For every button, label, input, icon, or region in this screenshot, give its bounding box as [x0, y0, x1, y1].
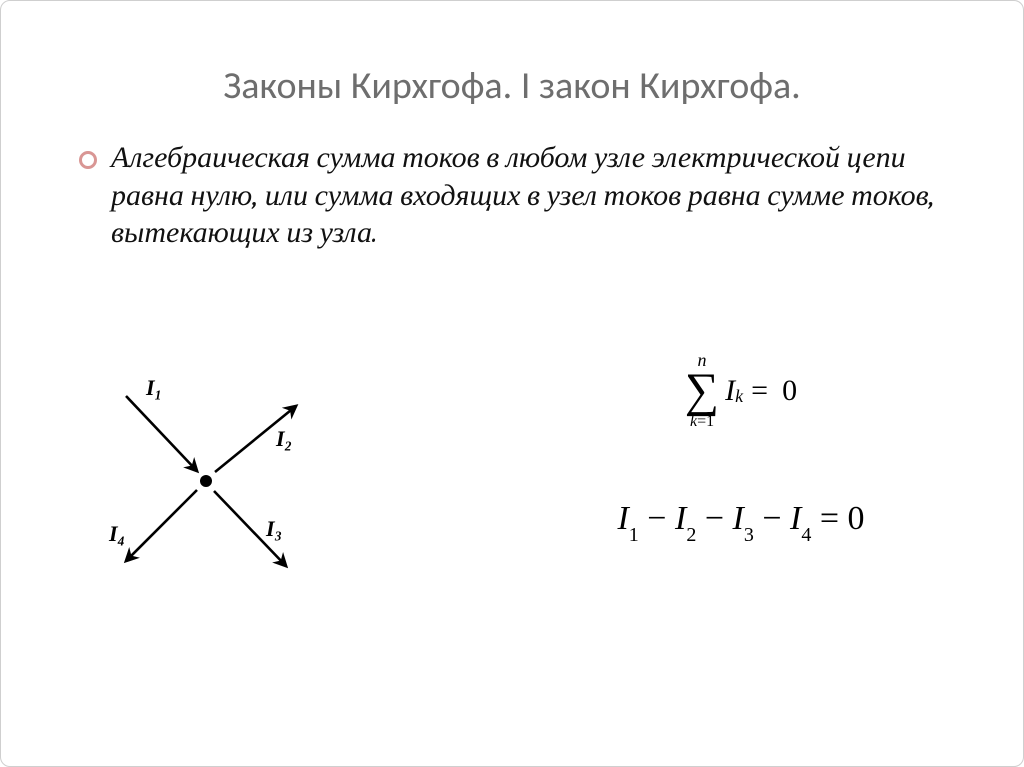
- arrow-i4: [126, 490, 197, 561]
- sum-eq: =: [751, 374, 768, 408]
- sum-rhs: 0: [782, 374, 797, 408]
- formula-expanded: I1 − I2 − I3 − I4 = 0: [531, 500, 951, 543]
- label-i1: I₁: [145, 375, 162, 400]
- slide-title: Законы Кирхгофа. I закон Кирхгофа.: [51, 63, 973, 109]
- bullet-row: Алгебраическая сумма токов в любом узле …: [79, 139, 973, 252]
- bullet-text: Алгебраическая сумма токов в любом узле …: [111, 139, 973, 252]
- sigma-icon: ∑: [685, 369, 719, 412]
- bullet-dot-icon: [79, 151, 97, 169]
- formula-sum: n ∑ k=1 I k = 0: [531, 351, 951, 430]
- sum-term-base: I: [725, 374, 735, 408]
- label-i3: I₃: [265, 516, 282, 541]
- sum-term-sub: k: [735, 386, 743, 407]
- body-area: Алгебраическая сумма токов в любом узле …: [51, 139, 973, 252]
- arrow-i1: [126, 396, 197, 471]
- slide-frame: Законы Кирхгофа. I закон Кирхгофа. Алгеб…: [0, 0, 1024, 767]
- center-node: [200, 475, 212, 487]
- formula-area: n ∑ k=1 I k = 0 I1 − I2 − I3 − I4 = 0: [531, 351, 951, 543]
- node-diagram: I₁ I₂ I₃ I₄: [91, 371, 321, 591]
- label-i2: I₂: [275, 426, 292, 451]
- sum-lower: k=1: [690, 414, 714, 430]
- label-i4: I₄: [108, 521, 125, 546]
